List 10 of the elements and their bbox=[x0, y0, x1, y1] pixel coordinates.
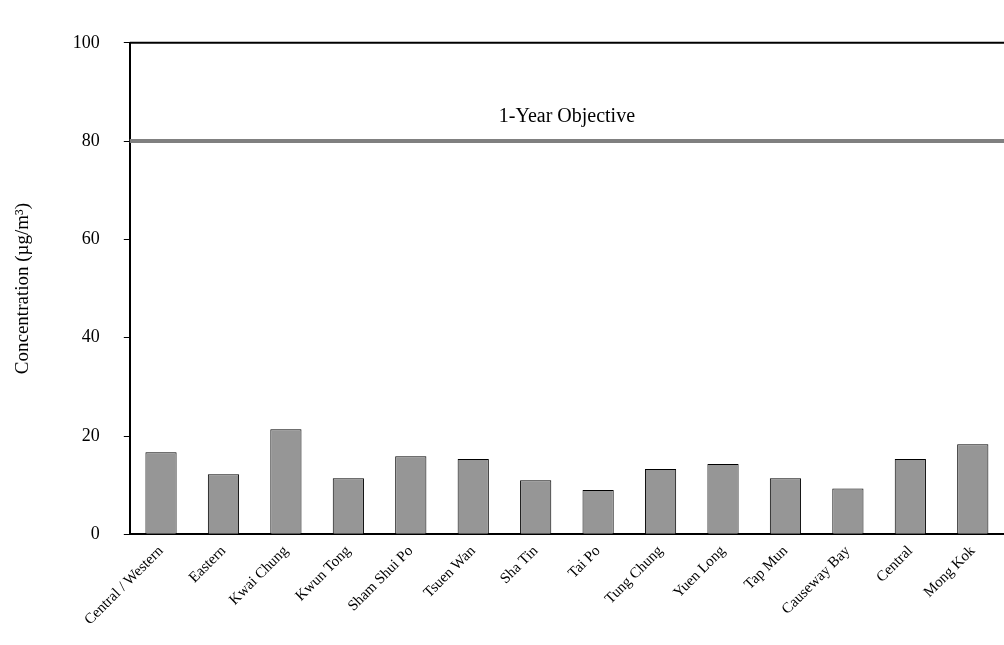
y-tick-label: 20 bbox=[81, 424, 100, 445]
x-tick-label: Tai Po bbox=[564, 542, 604, 581]
y-tick-label: 100 bbox=[72, 31, 100, 52]
y-tick-label: 80 bbox=[81, 129, 100, 150]
x-tick-label: Sha Tin bbox=[496, 541, 541, 587]
y-tick-label: 60 bbox=[81, 228, 100, 249]
y-tick-label: 0 bbox=[90, 523, 100, 544]
y-axis-title: Concentration (µg/m³) bbox=[11, 202, 34, 375]
ref-line-label: 1-Year Objective bbox=[498, 104, 636, 128]
y-tick-label: 40 bbox=[81, 326, 100, 347]
